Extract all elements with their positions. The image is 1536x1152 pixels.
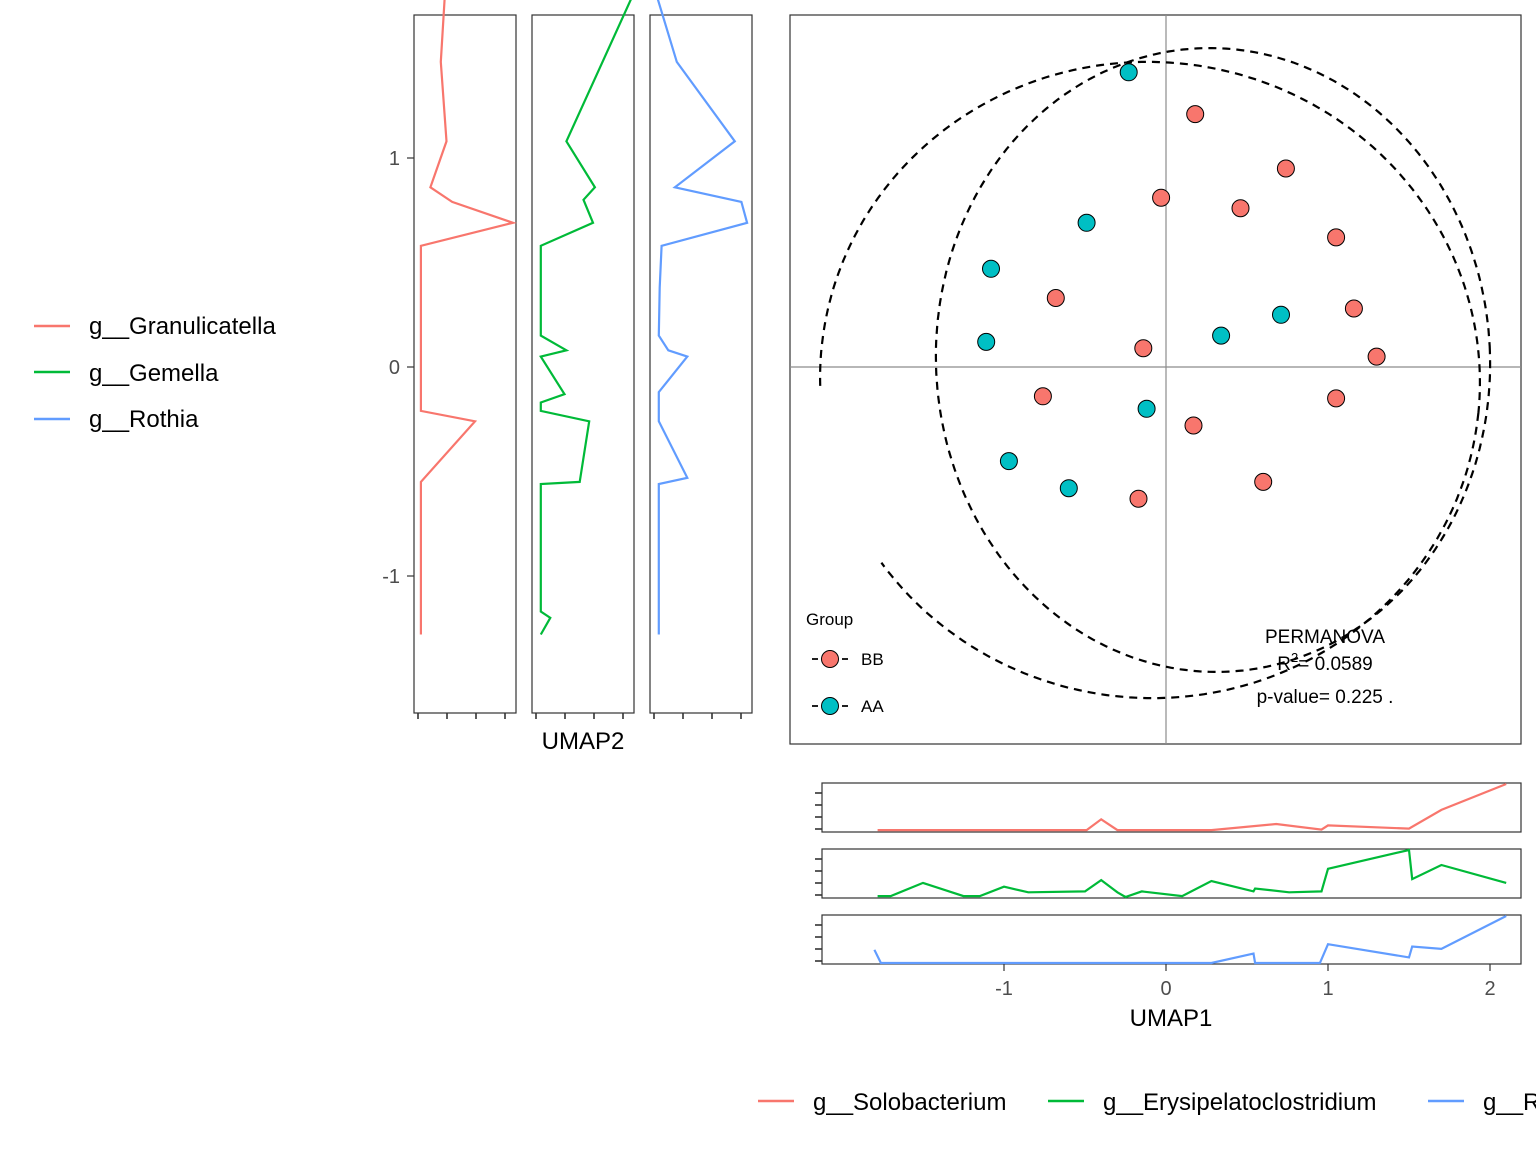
rothia-panel-frame (649, 14, 753, 714)
point-aa-7 (999, 452, 1018, 471)
umap1-tick-label-3: 2 (1484, 978, 1495, 1000)
point-bb-12 (1254, 472, 1273, 491)
permanova-annotation: PERMANOVA R2= 0.0589 p-value= 0.225 . (1257, 627, 1394, 708)
umap2-line-gemella (539, 0, 632, 636)
granulicatella-panel-frame (413, 14, 517, 714)
point-bb-5 (1046, 289, 1065, 307)
legend-label-granulicatella: g__Granulicatella (89, 313, 276, 340)
point-bb-10 (1327, 389, 1346, 408)
scatter-panel: Group BB AA PERMANOVA R2= 0.0589 p-value… (789, 14, 1522, 745)
umap1-line-erysipelatoclostridium (877, 848, 1507, 899)
point-aa-1 (1077, 213, 1096, 232)
legend-label-rothia-bottom: g__R (1483, 1089, 1536, 1116)
umap1-line-rothia (873, 915, 1507, 965)
umap1-tick-label-0: -1 (995, 978, 1013, 1000)
rothia-bottom-panel-frame (821, 914, 1522, 965)
umap2-marginal-panels: 1 0 -1 UMAP2 (382, 0, 753, 755)
left-legend: g__Granulicatella g__Gemella g__Rothia (34, 313, 276, 433)
group-legend-title: Group (806, 610, 853, 629)
point-bb-1 (1276, 159, 1295, 178)
umap2-line-rothia (656, 0, 749, 635)
permanova-pvalue: p-value= 0.225 . (1257, 687, 1394, 708)
group-legend: Group BB AA (800, 600, 900, 730)
point-bb-2 (1152, 188, 1171, 207)
point-bb-3 (1231, 199, 1250, 218)
group-legend-label-bb: BB (861, 650, 884, 669)
umap2-axis-title: UMAP2 (542, 728, 625, 755)
permanova-r2: R2= 0.0589 (1277, 650, 1372, 675)
umap2-tick-label-2: -1 (382, 566, 400, 588)
point-bb-6 (1344, 299, 1363, 318)
umap2-tick-label-0: 1 (389, 148, 400, 170)
permanova-title: PERMANOVA (1265, 627, 1385, 648)
point-bb-4 (1327, 228, 1346, 247)
confidence-ellipse-aa (934, 47, 1492, 673)
legend-label-rothia: g__Rothia (89, 406, 199, 433)
group-legend-background (800, 600, 900, 730)
umap2-tick-label-1: 0 (389, 357, 400, 379)
point-bb-9 (1033, 387, 1052, 406)
legend-label-solobacterium: g__Solobacterium (813, 1089, 1006, 1116)
point-bb-11 (1184, 416, 1203, 435)
confidence-ellipse-bb (819, 60, 1481, 700)
legend-label-gemella: g__Gemella (89, 360, 219, 387)
scatter-panel-frame (789, 14, 1522, 745)
point-bb-0 (1186, 105, 1205, 124)
point-bb-7 (1134, 339, 1153, 358)
bottom-legend: g__Solobacterium g__Erysipelatoclostridi… (758, 1089, 1536, 1116)
umap1-tick-label-1: 0 (1160, 978, 1171, 1000)
umap1-axis-title: UMAP1 (1130, 1005, 1213, 1032)
legend-label-erysipelatoclostridium: g__Erysipelatoclostridium (1103, 1089, 1376, 1116)
point-aa-0 (1119, 63, 1138, 82)
point-bb-8 (1367, 347, 1386, 366)
solobacterium-panel-frame (821, 782, 1522, 833)
point-aa-8 (1059, 479, 1078, 498)
umap1-line-solobacterium (877, 782, 1507, 832)
erysipelatoclostridium-panel-frame (821, 848, 1522, 899)
umap1-tick-label-2: 1 (1322, 978, 1333, 1000)
point-aa-2 (982, 259, 1000, 278)
point-aa-5 (977, 332, 996, 351)
gemella-panel-frame (531, 14, 635, 714)
group-legend-marker-bb (821, 650, 839, 668)
point-aa-6 (1137, 399, 1156, 418)
point-aa-4 (1212, 326, 1231, 345)
umap2-line-granulicatella (419, 0, 517, 635)
point-bb-13 (1129, 489, 1148, 508)
group-legend-marker-aa (821, 697, 839, 715)
point-aa-3 (1272, 305, 1290, 324)
umap1-marginal-panels: -1 0 1 2 UMAP1 (815, 782, 1522, 1032)
group-legend-label-aa: AA (861, 697, 884, 716)
